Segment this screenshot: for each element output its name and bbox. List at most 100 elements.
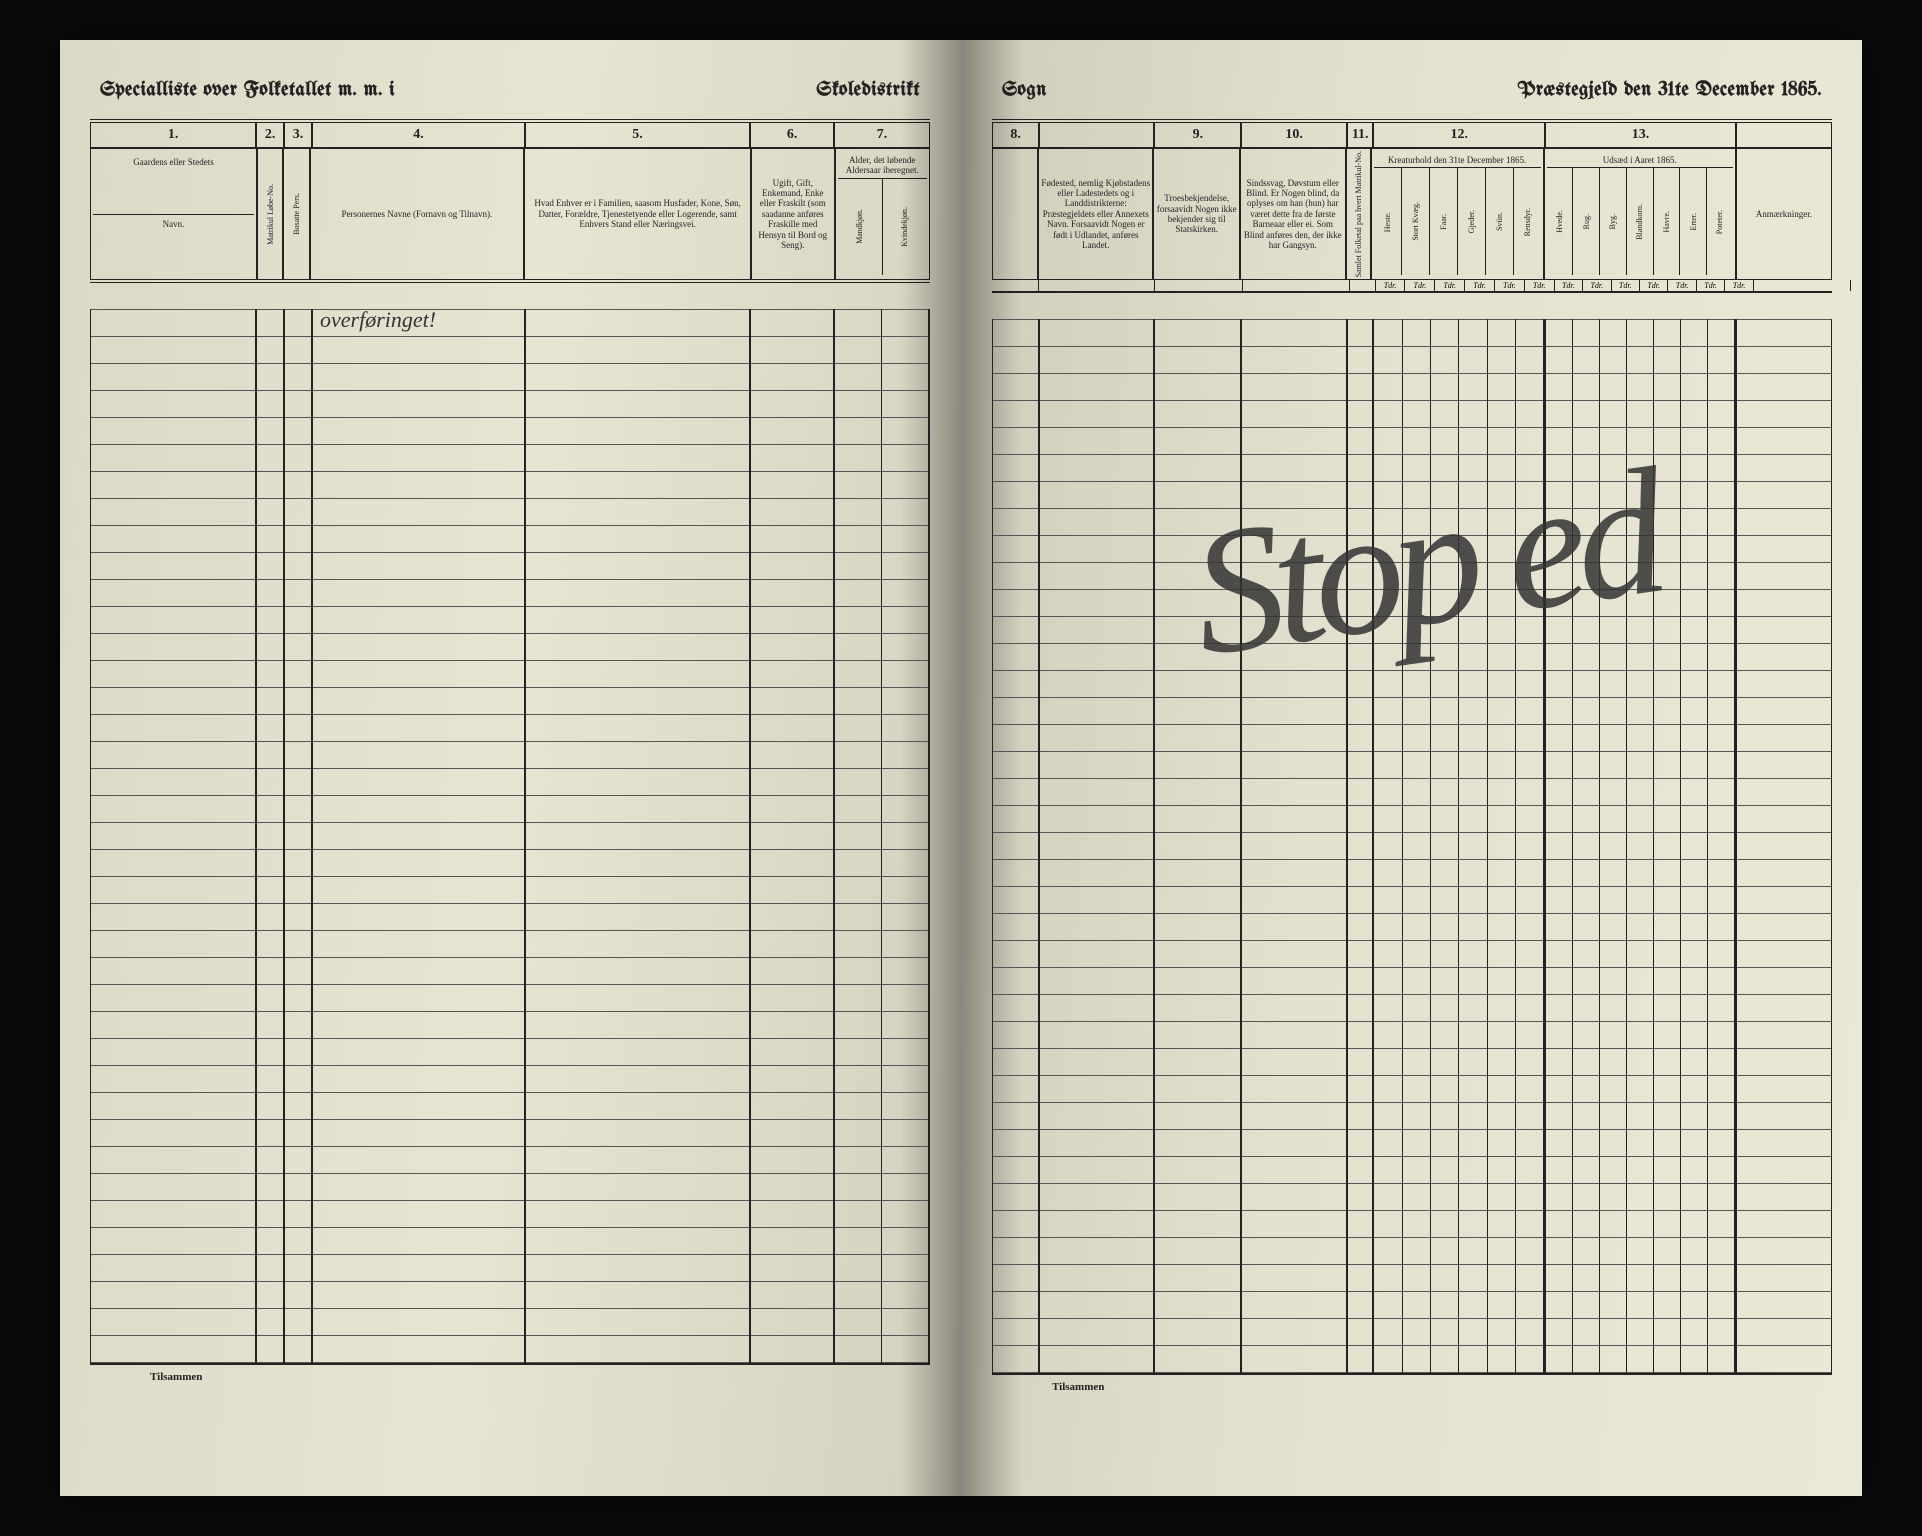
column-header: Fødested, nemlig Kjøbstadens eller Lades… bbox=[1038, 149, 1153, 279]
table-row bbox=[992, 724, 1832, 725]
title-specialliste: Specialliste over Folketallet m. m. i bbox=[100, 80, 395, 101]
document-viewport: Specialliste over Folketallet m. m. i Sk… bbox=[0, 0, 1922, 1536]
table-row bbox=[90, 795, 930, 796]
column-header: Alder, det løbende Aldersaar iberegnet.M… bbox=[835, 149, 930, 279]
column-number: 6. bbox=[750, 123, 834, 147]
column-header: Bosatte Pers. bbox=[283, 149, 309, 279]
table-row bbox=[90, 849, 930, 850]
table-row bbox=[992, 400, 1832, 401]
handwritten-note-left: overføringet! bbox=[320, 307, 436, 333]
table-row bbox=[992, 751, 1832, 752]
table-row bbox=[992, 616, 1832, 617]
table-row bbox=[90, 768, 930, 769]
column-header: Personernes Navne (Fornavn og Tilnavn). bbox=[310, 149, 525, 279]
title-sogn: Sogn bbox=[1002, 80, 1047, 101]
table-row bbox=[992, 1183, 1832, 1184]
column-header: Sindssvag, Døvstum eller Blind. Er Nogen… bbox=[1240, 149, 1346, 279]
table-row bbox=[90, 417, 930, 418]
column-header: Samlet Folketal paa hvert Matrikul-No. bbox=[1346, 149, 1371, 279]
right-unit-row: Tdr.Tdr.Tdr.Tdr.Tdr.Tdr.Tdr.Tdr.Tdr.Tdr.… bbox=[992, 279, 1832, 293]
left-page: Specialliste over Folketallet m. m. i Sk… bbox=[60, 40, 962, 1496]
table-row bbox=[992, 643, 1832, 644]
table-row bbox=[90, 336, 930, 337]
table-row bbox=[992, 1372, 1832, 1373]
column-header: Kreaturhold den 31te December 1865.Heste… bbox=[1371, 149, 1544, 279]
title-praestegjeld: Præstegjeld den 31te December 1865. bbox=[1518, 80, 1822, 101]
table-row bbox=[992, 1237, 1832, 1238]
table-row bbox=[90, 741, 930, 742]
right-footer: Tilsammen bbox=[992, 1381, 1832, 1393]
table-row bbox=[90, 984, 930, 985]
table-row bbox=[90, 930, 930, 931]
title-skoledistrikt: Skoledistrikt bbox=[816, 80, 920, 101]
table-row bbox=[992, 589, 1832, 590]
table-row bbox=[992, 832, 1832, 833]
column-number: 13. bbox=[1545, 123, 1736, 147]
table-row bbox=[992, 886, 1832, 887]
table-row bbox=[90, 1308, 930, 1309]
column-number bbox=[1736, 123, 1832, 147]
table-row bbox=[90, 822, 930, 823]
table-row bbox=[90, 660, 930, 661]
left-table-body: overføringet! bbox=[90, 309, 930, 1363]
column-number: 3. bbox=[284, 123, 312, 147]
column-header: Ugift, Gift, Enkemand, Enke eller Fraski… bbox=[751, 149, 835, 279]
column-number: 5. bbox=[525, 123, 750, 147]
table-row bbox=[90, 633, 930, 634]
table-row bbox=[90, 498, 930, 499]
table-row bbox=[992, 1345, 1832, 1346]
table-row bbox=[90, 714, 930, 715]
table-row bbox=[992, 1318, 1832, 1319]
table-row bbox=[992, 1129, 1832, 1130]
table-row bbox=[90, 390, 930, 391]
table-row bbox=[90, 1281, 930, 1282]
right-page: Sogn Præstegjeld den 31te December 1865.… bbox=[962, 40, 1862, 1496]
table-row bbox=[992, 427, 1832, 428]
table-row bbox=[90, 687, 930, 688]
column-number: 1. bbox=[90, 123, 256, 147]
column-header: Hvad Enhver er i Familien, saasom Husfad… bbox=[524, 149, 751, 279]
left-title-row: Specialliste over Folketallet m. m. i Sk… bbox=[100, 80, 920, 101]
table-row bbox=[90, 1227, 930, 1228]
column-header bbox=[992, 149, 1038, 279]
table-row bbox=[90, 1362, 930, 1363]
table-row bbox=[90, 606, 930, 607]
table-row bbox=[992, 373, 1832, 374]
table-row bbox=[992, 940, 1832, 941]
table-row bbox=[90, 444, 930, 445]
table-row bbox=[90, 309, 930, 310]
table-row bbox=[992, 967, 1832, 968]
table-row bbox=[992, 1264, 1832, 1265]
column-header: Gaardens eller StedetsNavn. bbox=[90, 149, 257, 279]
table-row bbox=[992, 1291, 1832, 1292]
table-row bbox=[90, 1011, 930, 1012]
right-column-headers: Fødested, nemlig Kjøbstadens eller Lades… bbox=[992, 149, 1832, 279]
column-number: 2. bbox=[256, 123, 284, 147]
table-row bbox=[992, 1048, 1832, 1049]
table-row bbox=[90, 1254, 930, 1255]
column-number: 4. bbox=[312, 123, 525, 147]
table-row bbox=[90, 876, 930, 877]
table-row bbox=[90, 1065, 930, 1066]
table-row bbox=[90, 957, 930, 958]
table-row bbox=[90, 471, 930, 472]
table-row bbox=[90, 903, 930, 904]
column-number: 7. bbox=[834, 123, 930, 147]
table-row bbox=[90, 552, 930, 553]
left-column-headers: Gaardens eller StedetsNavn.Matrikul Løbe… bbox=[90, 149, 930, 279]
column-number: 8. bbox=[992, 123, 1039, 147]
table-row bbox=[992, 913, 1832, 914]
table-row bbox=[90, 1200, 930, 1201]
column-header: Matrikul Løbe-No. bbox=[257, 149, 283, 279]
table-row bbox=[90, 1335, 930, 1336]
table-row bbox=[992, 481, 1832, 482]
table-row bbox=[90, 1173, 930, 1174]
table-row bbox=[992, 1021, 1832, 1022]
table-row bbox=[90, 1119, 930, 1120]
left-footer: Tilsammen bbox=[90, 1371, 930, 1383]
table-row bbox=[90, 1092, 930, 1093]
table-row bbox=[992, 1102, 1832, 1103]
table-row bbox=[992, 859, 1832, 860]
column-header: Udsæd i Aaret 1865.Hvede.Rug.Byg.Blandko… bbox=[1544, 149, 1736, 279]
table-row bbox=[992, 454, 1832, 455]
